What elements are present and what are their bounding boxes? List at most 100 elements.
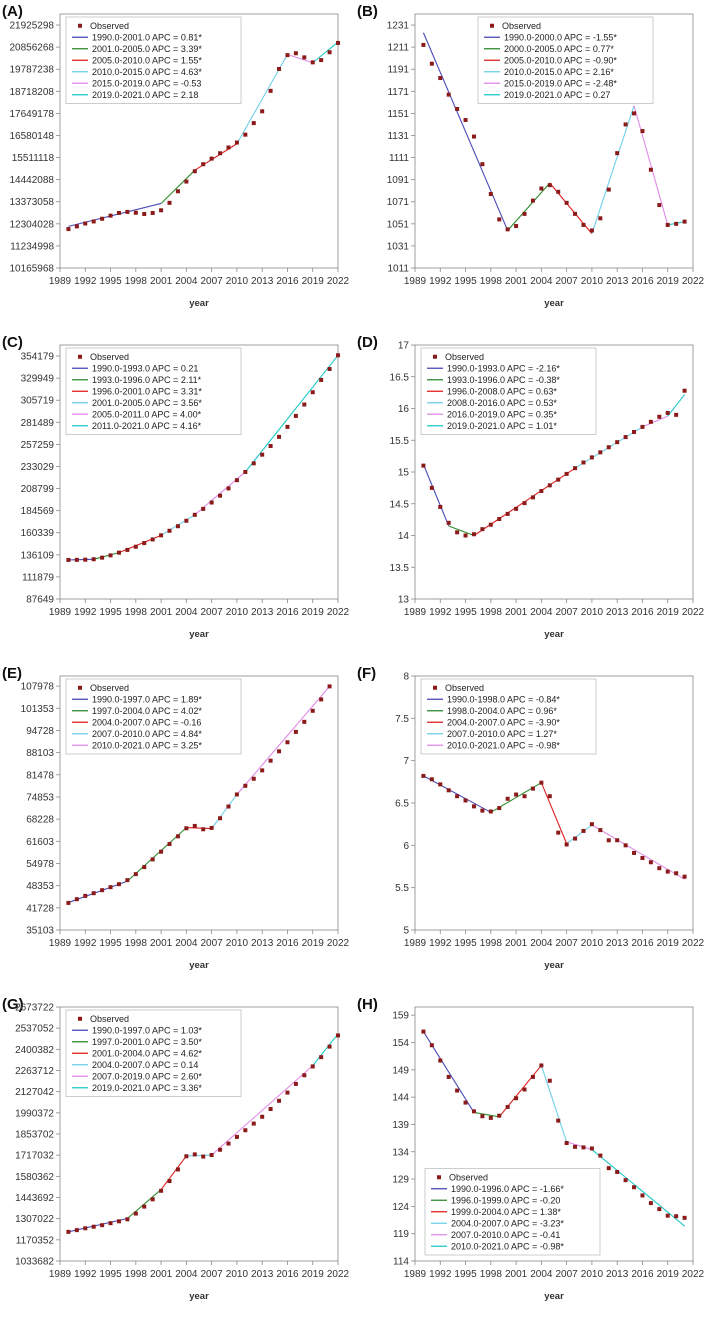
- legend-segment-label: 2004.0-2007.0 APC = 0.14: [92, 1060, 198, 1070]
- observed-point: [184, 826, 189, 831]
- observed-point: [522, 794, 527, 799]
- observed-point: [142, 211, 147, 216]
- legend-segment-label: 2007.0-2010.0 APC = 1.27*: [447, 729, 557, 739]
- y-tick-label: 16580148: [10, 131, 55, 142]
- chart-panel-1: (A) 10165968 11234998 12304028 13373058 14442…: [2, 3, 350, 309]
- trend-segment-line: [540, 782, 568, 844]
- observed-point: [514, 1096, 519, 1101]
- observed-point: [285, 424, 290, 429]
- y-tick-label: 10165968: [10, 264, 55, 275]
- legend-box: [477, 16, 654, 104]
- x-tick-label: 2007: [201, 276, 224, 287]
- x-tick-label: 1989: [404, 938, 427, 949]
- observed-point: [606, 445, 611, 450]
- observed-point: [674, 221, 679, 226]
- observed-point: [438, 1058, 443, 1063]
- observed-point: [522, 211, 527, 216]
- observed-point: [530, 495, 535, 500]
- observed-point: [108, 553, 113, 558]
- y-tick-label: 11234998: [10, 241, 54, 252]
- observed-point: [463, 118, 468, 123]
- observed-point: [175, 1167, 180, 1172]
- y-tick-label: 35103: [26, 926, 54, 937]
- legend-segment-label: 2010.0-2021.0 APC = 3.25*: [92, 740, 202, 750]
- y-tick-label: 17649178: [10, 109, 55, 120]
- observed-point: [455, 530, 460, 535]
- x-tick-label: 2016: [276, 607, 299, 618]
- observed-point: [623, 1178, 628, 1183]
- y-tick-label: 329949: [21, 374, 55, 385]
- trend-segment-line: [591, 1149, 685, 1227]
- x-tick-label: 2004: [175, 938, 198, 949]
- observed-point: [91, 1224, 96, 1229]
- observed-point: [108, 1221, 113, 1226]
- trend-segment-line: [591, 105, 635, 234]
- observed-point: [66, 557, 71, 562]
- observed-point: [648, 419, 653, 424]
- legend-observed-label: Observed: [90, 352, 129, 362]
- x-tick-label: 1998: [480, 938, 503, 949]
- y-tick-label: 114: [393, 1257, 409, 1268]
- x-tick-label: 2019: [302, 607, 325, 618]
- y-tick-label: 119: [393, 1229, 409, 1240]
- x-tick-label: 2013: [251, 607, 274, 618]
- x-axis-title: year: [544, 1291, 564, 1302]
- observed-point: [665, 222, 670, 227]
- x-tick-label: 2010: [581, 276, 604, 287]
- observed-point: [83, 893, 88, 898]
- x-tick-label: 2013: [606, 607, 629, 618]
- x-tick-label: 1995: [454, 938, 477, 949]
- observed-point: [598, 450, 603, 455]
- x-tick-label: 2007: [556, 607, 579, 618]
- observed-point: [564, 842, 569, 847]
- y-tick-label: 12304028: [10, 219, 55, 230]
- y-tick-label: 101353: [21, 704, 55, 715]
- panel-label: (B): [357, 3, 378, 20]
- y-tick-label: 124: [392, 1202, 409, 1213]
- observed-point: [201, 506, 206, 511]
- y-tick-label: 48353: [26, 881, 54, 892]
- legend-observed-marker: [490, 23, 494, 28]
- observed-point: [192, 1152, 197, 1157]
- panel-label: (G): [2, 996, 24, 1013]
- observed-point: [480, 527, 485, 532]
- legend-observed-label: Observed: [449, 1172, 488, 1182]
- panel-label: (H): [357, 996, 378, 1013]
- observed-point: [285, 1090, 290, 1095]
- x-tick-label: 1989: [49, 607, 72, 618]
- observed-point: [547, 483, 552, 488]
- legend-segment-label: 1990.0-1993.0 APC = 0.21: [92, 363, 198, 373]
- legend-segment-label: 1990.0-1997.0 APC = 1.03*: [92, 1025, 202, 1035]
- observed-point: [310, 708, 315, 713]
- observed-point: [665, 410, 670, 415]
- observed-point: [497, 516, 502, 521]
- legend-observed-marker: [78, 354, 82, 359]
- observed-point: [530, 198, 535, 203]
- observed-point: [159, 849, 164, 854]
- chart-panel-5: (E) 35103 41728 48353 54978 61603 68228 74853 81…: [2, 665, 350, 971]
- observed-point: [100, 555, 105, 560]
- legend-segment-label: 2004.0-2007.0 APC = -0.16: [92, 717, 201, 727]
- trend-segment-line: [127, 1189, 162, 1219]
- panel-label: (A): [2, 3, 23, 20]
- y-tick-label: 8: [403, 672, 409, 683]
- observed-point: [125, 209, 130, 214]
- y-tick-label: 54978: [26, 859, 54, 870]
- observed-point: [167, 1179, 172, 1184]
- observed-point: [556, 477, 561, 482]
- trend-segment-line: [211, 794, 238, 829]
- observed-point: [302, 1073, 307, 1078]
- x-tick-label: 2004: [530, 938, 553, 949]
- trend-segment-line: [667, 394, 686, 417]
- x-tick-label: 1989: [404, 1269, 427, 1280]
- y-tick-label: 18718208: [10, 87, 55, 98]
- observed-point: [83, 1226, 88, 1231]
- observed-point: [514, 792, 519, 797]
- x-tick-label: 1992: [429, 276, 452, 287]
- x-tick-label: 1989: [49, 1269, 72, 1280]
- y-tick-label: 1231: [387, 21, 410, 32]
- legend-segment-label: 1998.0-2004.0 APC = 0.96*: [447, 706, 557, 716]
- observed-point: [606, 1166, 611, 1171]
- observed-point: [175, 524, 180, 529]
